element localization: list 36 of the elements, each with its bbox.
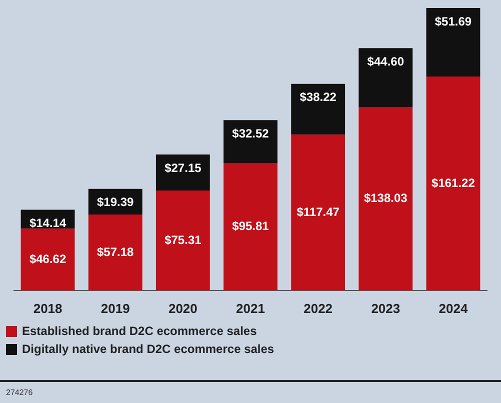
data-label: $138.03: [364, 191, 408, 206]
x-tick-label: 2024: [438, 300, 468, 316]
x-tick-label: 2022: [304, 300, 333, 316]
x-tick-label: 2021: [236, 300, 265, 316]
bar: [88, 214, 142, 290]
data-label: $14.14: [29, 216, 66, 230]
data-label: $75.31: [164, 232, 202, 247]
x-tick-label: 2018: [33, 300, 62, 316]
data-label: $44.60: [367, 54, 404, 68]
bar: [291, 134, 346, 290]
data-label: $95.81: [232, 219, 270, 234]
bar: [224, 163, 278, 290]
bar: [224, 120, 278, 164]
data-label: $19.39: [97, 195, 134, 210]
x-tick-label: 2020: [168, 300, 198, 316]
legend-label: Established brand D2C ecommerce sales: [22, 324, 257, 338]
bar: [156, 190, 210, 290]
legend-label: Digitally native brand D2C ecommerce sales: [22, 342, 274, 356]
bar: [358, 107, 413, 290]
data-label: $27.15: [164, 160, 202, 175]
bar: [426, 8, 480, 77]
data-label: $161.22: [432, 176, 476, 190]
bar: [358, 48, 413, 108]
data-label: $38.22: [300, 90, 337, 104]
data-label: $46.62: [29, 252, 66, 266]
bar: [156, 154, 210, 191]
bar: [20, 228, 75, 290]
text: 274276: [6, 388, 33, 397]
data-label: $117.47: [296, 204, 340, 219]
bar: [426, 76, 480, 290]
data-label: $32.52: [232, 126, 270, 140]
x-tick-label: 2019: [100, 300, 130, 316]
x-tick-label: 2023: [371, 300, 400, 316]
data-label: $57.18: [97, 244, 134, 259]
bar: [291, 84, 346, 135]
data-label: $51.69: [434, 14, 472, 28]
